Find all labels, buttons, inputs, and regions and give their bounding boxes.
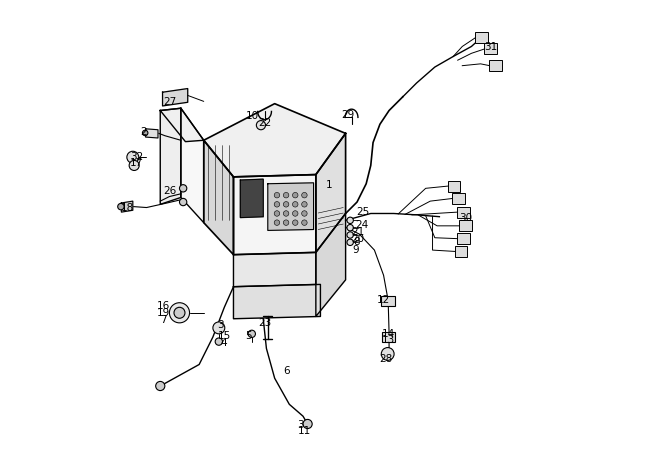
Circle shape: [127, 151, 138, 163]
Text: 32: 32: [130, 152, 143, 162]
Text: 20: 20: [352, 234, 365, 244]
Text: 11: 11: [298, 426, 311, 436]
Circle shape: [382, 347, 394, 360]
Text: 14: 14: [382, 329, 395, 339]
Text: 2: 2: [140, 128, 147, 138]
Polygon shape: [240, 179, 263, 218]
Text: 29: 29: [341, 110, 354, 120]
Circle shape: [274, 192, 280, 198]
Circle shape: [303, 420, 312, 429]
Text: 4: 4: [220, 338, 227, 348]
Circle shape: [292, 192, 298, 198]
Bar: [457, 233, 469, 244]
Circle shape: [302, 192, 307, 198]
Circle shape: [292, 220, 298, 225]
Circle shape: [179, 185, 187, 192]
Text: 12: 12: [377, 296, 390, 305]
Text: 21: 21: [351, 227, 365, 237]
Text: 8: 8: [353, 237, 359, 247]
Text: 10: 10: [246, 111, 259, 121]
Bar: [484, 43, 497, 54]
Polygon shape: [146, 129, 158, 138]
Text: 31: 31: [484, 42, 497, 52]
Text: 28: 28: [379, 353, 392, 364]
Polygon shape: [233, 285, 320, 319]
Polygon shape: [233, 174, 316, 255]
Polygon shape: [268, 183, 313, 230]
Bar: [457, 207, 469, 218]
Circle shape: [248, 330, 255, 337]
Polygon shape: [161, 108, 181, 204]
Circle shape: [347, 224, 354, 231]
Text: 26: 26: [164, 185, 177, 196]
Polygon shape: [161, 108, 203, 142]
Circle shape: [283, 202, 289, 207]
Text: 23: 23: [258, 318, 271, 328]
Bar: [381, 297, 395, 306]
Polygon shape: [181, 108, 203, 223]
Text: 6: 6: [283, 366, 289, 376]
Circle shape: [256, 121, 265, 130]
Circle shape: [347, 232, 354, 238]
Circle shape: [283, 211, 289, 216]
Bar: [454, 246, 467, 257]
Text: 17: 17: [130, 158, 143, 168]
Text: 3: 3: [298, 420, 304, 430]
Text: 19: 19: [157, 308, 170, 318]
Circle shape: [174, 307, 185, 318]
Polygon shape: [316, 134, 346, 252]
Text: 13: 13: [382, 335, 395, 345]
Text: 27: 27: [164, 97, 177, 107]
Polygon shape: [203, 140, 233, 255]
Circle shape: [347, 217, 354, 224]
Text: 24: 24: [355, 220, 369, 230]
Circle shape: [274, 202, 280, 207]
Circle shape: [179, 198, 187, 206]
Circle shape: [347, 239, 354, 246]
Circle shape: [118, 203, 124, 210]
Text: 5: 5: [245, 330, 252, 341]
Text: 22: 22: [258, 118, 271, 128]
Circle shape: [129, 160, 139, 170]
Circle shape: [283, 220, 289, 225]
Text: 9: 9: [353, 245, 359, 255]
Bar: [459, 220, 472, 231]
Text: 15: 15: [218, 330, 231, 341]
Circle shape: [302, 202, 307, 207]
Text: 1: 1: [326, 179, 333, 190]
Bar: [475, 32, 488, 43]
Polygon shape: [162, 89, 188, 106]
Circle shape: [215, 338, 222, 345]
Polygon shape: [233, 252, 316, 287]
Circle shape: [274, 220, 280, 225]
Text: 3: 3: [217, 319, 224, 330]
Text: 16: 16: [157, 302, 170, 311]
Circle shape: [274, 211, 280, 216]
Circle shape: [292, 202, 298, 207]
Text: 25: 25: [356, 207, 369, 217]
Circle shape: [292, 211, 298, 216]
Bar: [452, 193, 465, 204]
Circle shape: [302, 220, 307, 225]
Circle shape: [170, 303, 190, 323]
Bar: [382, 331, 395, 341]
Circle shape: [302, 211, 307, 216]
Text: 18: 18: [121, 202, 134, 213]
Text: 7: 7: [161, 315, 167, 325]
Circle shape: [283, 192, 289, 198]
Circle shape: [156, 381, 165, 391]
Polygon shape: [316, 213, 346, 316]
Bar: [448, 180, 460, 191]
Bar: [489, 60, 502, 71]
Circle shape: [142, 130, 148, 136]
Polygon shape: [122, 201, 133, 212]
Text: 30: 30: [460, 213, 473, 223]
Circle shape: [213, 322, 225, 334]
Polygon shape: [203, 104, 346, 177]
